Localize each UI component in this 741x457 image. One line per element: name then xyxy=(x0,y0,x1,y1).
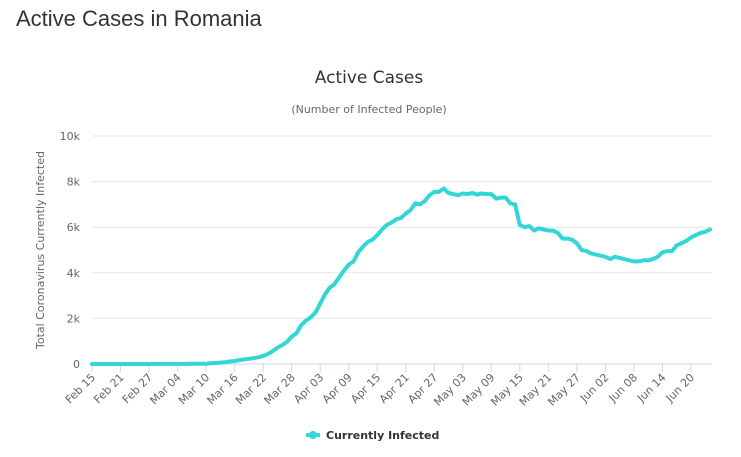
chart-subtitle: (Number of Infected People) xyxy=(291,103,446,116)
legend-symbol xyxy=(309,431,317,439)
x-tick-label: Jun 14 xyxy=(634,371,668,405)
x-tick-label: Mar 22 xyxy=(233,371,269,407)
y-tick-label: 4k xyxy=(67,267,81,280)
x-tick-label: Mar 10 xyxy=(176,371,212,407)
y-axis-label: Total Coronavirus Currently Infected xyxy=(34,151,47,350)
y-tick-label: 0 xyxy=(73,358,80,371)
y-tick-label: 6k xyxy=(67,221,81,234)
x-tick-label: Mar 16 xyxy=(204,371,240,407)
x-tick-label: Jun 02 xyxy=(577,371,611,405)
x-tick-label: Mar 28 xyxy=(262,371,298,407)
y-tick-label: 8k xyxy=(67,176,81,189)
page-title: Active Cases in Romania xyxy=(16,6,262,31)
x-tick-label: Feb 21 xyxy=(91,371,126,406)
x-tick-label: Jun 08 xyxy=(606,371,640,405)
y-tick-label: 2k xyxy=(67,312,81,325)
x-tick-label: Mar 04 xyxy=(147,371,183,407)
y-tick-label: 10k xyxy=(60,130,81,143)
x-tick-label: May 27 xyxy=(545,371,583,409)
x-tick-label: Apr 03 xyxy=(291,371,326,406)
x-tick-label: Apr 15 xyxy=(348,371,383,406)
x-tick-label: Apr 21 xyxy=(377,371,412,406)
x-tick-label: Jun 20 xyxy=(663,371,697,405)
legend-label: Currently Infected xyxy=(326,429,439,442)
x-tick-label: Apr 09 xyxy=(320,371,355,406)
chart-title: Active Cases xyxy=(315,68,424,88)
x-tick-label: Feb 15 xyxy=(63,371,98,406)
line xyxy=(90,186,712,366)
